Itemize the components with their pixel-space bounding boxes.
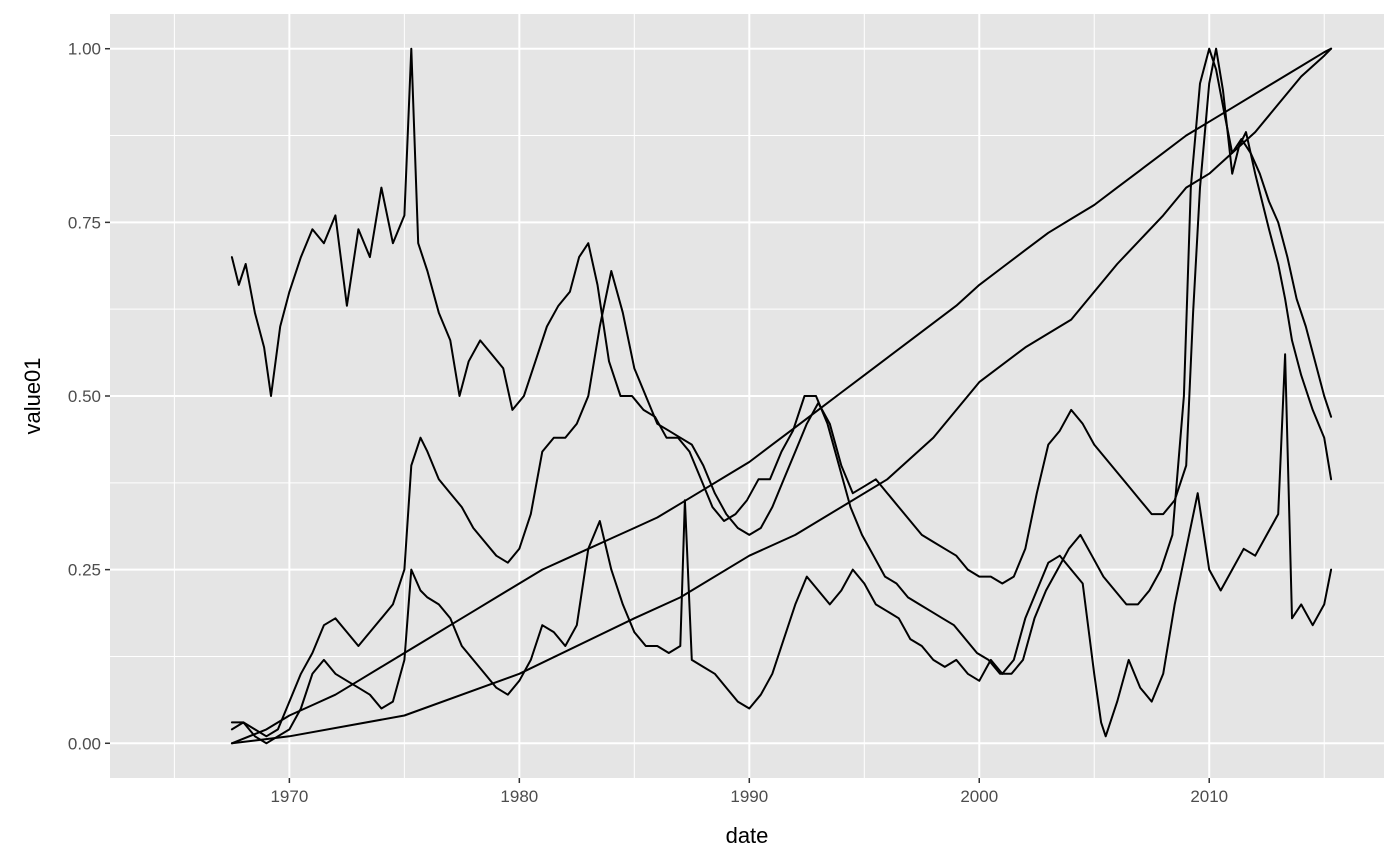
y-tick-label: 0.50	[68, 387, 101, 406]
x-axis-title: date	[726, 823, 769, 848]
y-tick-label: 0.25	[68, 561, 101, 580]
series-line-3	[230, 47, 1333, 675]
x-tick-label: 2010	[1190, 787, 1228, 806]
series-line-4	[230, 47, 1333, 738]
series-line-5	[230, 353, 1333, 745]
y-tick-label: 0.00	[68, 734, 101, 753]
major-gridlines	[110, 14, 1384, 778]
x-tick-label: 1980	[500, 787, 538, 806]
x-tick-label: 1970	[270, 787, 308, 806]
y-tick-label: 0.75	[68, 213, 101, 232]
series-layer	[230, 47, 1333, 745]
y-tick-label: 1.00	[68, 40, 101, 59]
series-line-1	[230, 47, 1333, 745]
x-tick-label: 2000	[960, 787, 998, 806]
x-tick-label: 1990	[730, 787, 768, 806]
y-axis: 0.00 0.25 0.50 0.75 1.00	[68, 40, 110, 753]
series-line-2	[230, 47, 1333, 745]
y-axis-title: value01	[20, 357, 45, 434]
x-axis: 1970 1980 1990 2000 2010	[270, 778, 1228, 806]
